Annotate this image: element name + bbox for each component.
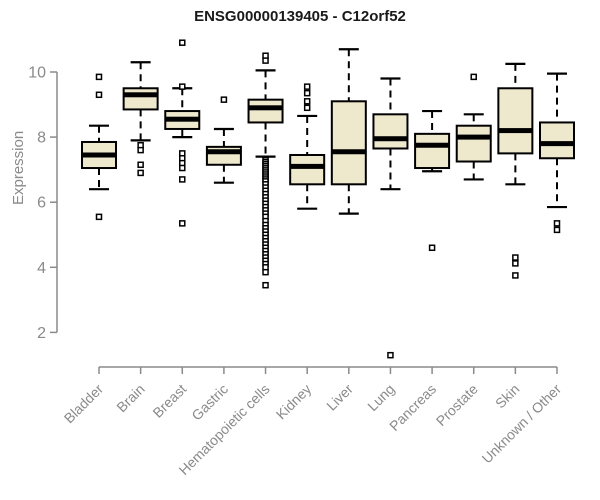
iqr-box — [330, 100, 367, 186]
outlier-point — [137, 161, 144, 169]
outlier-point — [303, 98, 311, 105]
iqr-box — [289, 154, 326, 186]
box-group-pancreas — [414, 109, 451, 252]
outlier-point — [95, 73, 103, 81]
median-line — [498, 128, 533, 134]
outlier-point — [95, 213, 103, 221]
iqr-box — [539, 121, 575, 160]
outlier-point — [179, 164, 186, 172]
median-line — [290, 163, 325, 169]
outlier-point — [179, 39, 186, 46]
outlier-point — [179, 83, 186, 90]
box-group-skin — [497, 62, 534, 279]
box-group-prostate — [455, 73, 492, 181]
median-line — [82, 152, 116, 158]
iqr-box — [497, 87, 534, 155]
outlier-point — [303, 83, 311, 90]
outlier-point — [553, 226, 561, 234]
x-tick-label-bladder: Bladder — [61, 381, 107, 427]
y-tick-label: 4 — [37, 260, 46, 277]
outlier-point — [512, 260, 519, 267]
outlier-point — [512, 254, 519, 261]
box-group-bladder — [81, 73, 117, 221]
box-group-kidney — [289, 83, 326, 210]
x-tick-label-unknown-other: Unknown / Other — [479, 381, 565, 467]
x-tick-label-breast: Breast — [149, 381, 189, 421]
outlier-point — [137, 169, 144, 177]
x-tick-label-liver: Liver — [323, 381, 356, 414]
median-line — [456, 134, 491, 140]
iqr-box — [455, 124, 492, 163]
median-line — [248, 105, 283, 111]
iqr-box — [414, 132, 451, 170]
box-group-brain — [122, 61, 159, 177]
outlier-point — [262, 57, 269, 64]
x-tick-label-lung: Lung — [364, 381, 397, 414]
box-group-hematopoietic-cells — [247, 52, 284, 289]
x-tick-label-prostate: Prostate — [433, 381, 481, 429]
box-group-gastric — [205, 96, 242, 184]
outlier-point — [95, 91, 103, 99]
outlier-point — [303, 89, 311, 97]
box-group-lung — [372, 77, 409, 359]
chart-title: ENSG00000139405 - C12orf52 — [194, 8, 406, 25]
outlier-point — [137, 146, 144, 154]
outlier-point — [428, 244, 436, 252]
outlier-point — [262, 281, 269, 289]
box-group-unknown-other — [539, 72, 575, 234]
x-tick-label-skin: Skin — [492, 381, 523, 412]
box-group-liver — [330, 48, 367, 215]
y-tick-label: 8 — [37, 130, 46, 147]
x-tick-label-brain: Brain — [113, 381, 147, 415]
box-group-breast — [164, 39, 201, 227]
median-line — [123, 92, 158, 98]
y-tick-label: 2 — [37, 325, 46, 342]
outlier-point — [303, 104, 311, 112]
x-tick-label-kidney: Kidney — [273, 381, 315, 423]
iqr-box — [247, 98, 284, 124]
iqr-box — [372, 113, 409, 150]
median-line — [415, 142, 450, 148]
median-line — [540, 141, 574, 147]
outlier-point — [262, 268, 269, 276]
outlier-point — [387, 351, 394, 359]
iqr-box — [122, 87, 159, 111]
median-line — [331, 149, 366, 155]
y-tick-label: 10 — [28, 65, 46, 82]
outlier-point — [220, 96, 228, 103]
median-line — [165, 116, 200, 122]
outlier-point — [179, 220, 186, 227]
outlier-point — [470, 73, 477, 81]
outlier-point — [512, 272, 519, 279]
median-line — [373, 136, 408, 142]
median-line — [206, 149, 241, 155]
outlier-point — [553, 220, 561, 227]
outlier-point — [179, 176, 186, 183]
y-tick-label: 6 — [37, 195, 46, 212]
